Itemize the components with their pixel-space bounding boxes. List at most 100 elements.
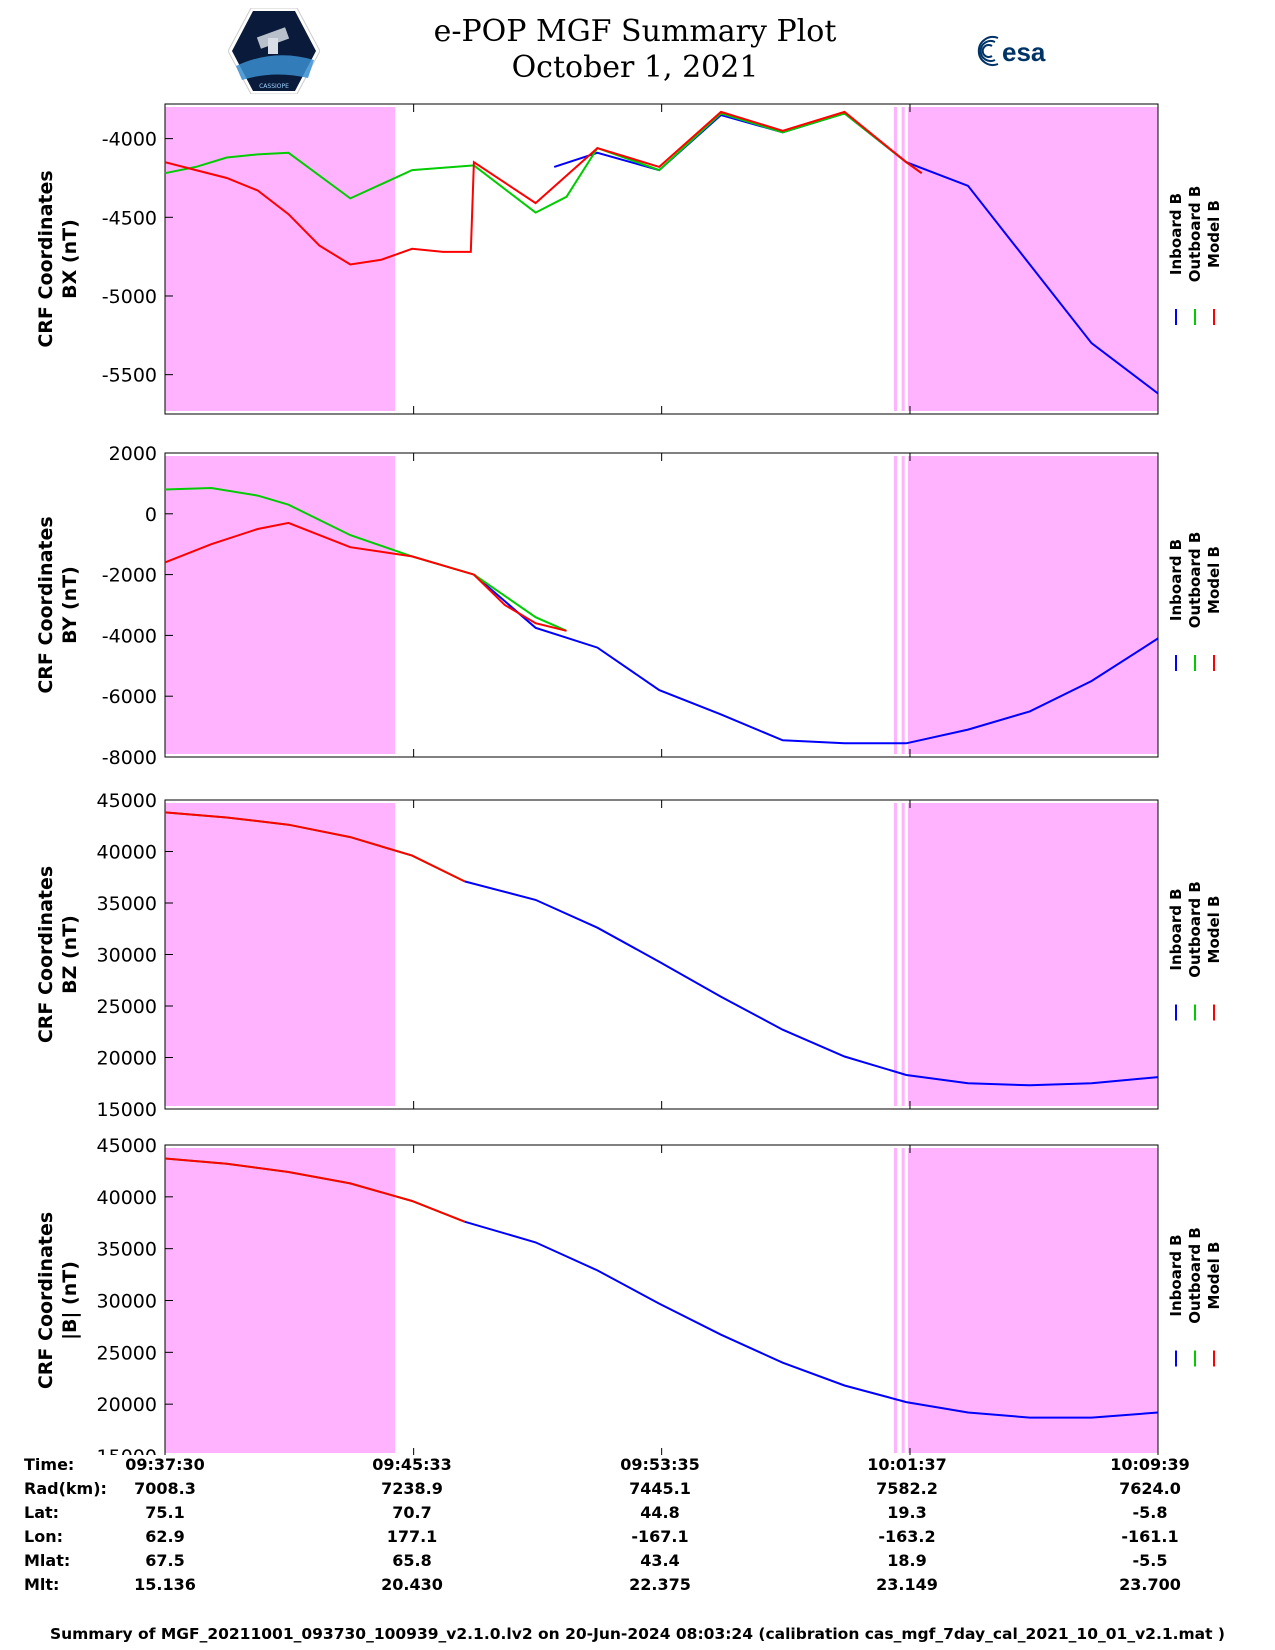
bmag-y-tick-label-6: 15000: [97, 1446, 157, 1455]
bz-y-tick-label-3: 30000: [97, 945, 157, 967]
by-y-tick-label-1: 0: [145, 504, 157, 526]
bmag-legend-label-0: Inboard B: [1167, 1234, 1185, 1316]
info-cell: 23.700: [1119, 1575, 1181, 1594]
bz-shaded-region-1: [893, 803, 898, 1106]
info-cell: 70.7: [392, 1503, 432, 1522]
info-cell: 23.149: [876, 1575, 938, 1594]
info-cell: 22.375: [629, 1575, 691, 1594]
bmag-y-tick-label-2: 35000: [97, 1239, 157, 1261]
bmag-shaded-region-3: [907, 1148, 1158, 1453]
info-cell: 43.4: [640, 1551, 680, 1570]
bz-y-tick-label-5: 20000: [97, 1048, 157, 1070]
info-cell: 7008.3: [134, 1479, 196, 1498]
bz-y-tick-label-2: 35000: [97, 893, 157, 915]
info-cell: 44.8: [640, 1503, 680, 1522]
bmag-series-model-b: [164, 1157, 465, 1223]
title-line-2: October 1, 2021: [511, 50, 759, 85]
bmag-shaded-region-0: [165, 1148, 396, 1453]
by-y-tick-label-5: -8000: [102, 747, 157, 769]
by-y-tick-label-0: 2000: [109, 443, 157, 465]
bmag-legend-label-2: Model B: [1205, 1242, 1223, 1310]
info-cell: 62.9: [145, 1527, 185, 1546]
by-y-tick-label-4: -6000: [102, 686, 157, 708]
row-label-lon: Lon:: [24, 1527, 63, 1546]
bmag-legend-label-1: Outboard B: [1186, 1227, 1204, 1324]
bmag-y-tick-label-1: 40000: [97, 1187, 157, 1209]
cassiope-logo: CASSIOPE: [228, 8, 320, 94]
info-cell: -5.5: [1132, 1551, 1168, 1570]
bz-series-inboard-b: [464, 880, 1159, 1087]
row-label-mlat: Mlat:: [24, 1551, 71, 1570]
bz-series-model-b: [164, 811, 466, 883]
info-cell: 09:45:33: [372, 1455, 452, 1474]
info-cell: 75.1: [145, 1503, 185, 1522]
info-cell: 67.5: [145, 1551, 185, 1570]
bz-y-axis-label-0: CRF Coordinates: [35, 866, 57, 1043]
title-line-1: e-POP MGF Summary Plot: [433, 14, 837, 49]
by-shaded-region-2: [901, 456, 905, 754]
bmag-y-tick-label-4: 25000: [97, 1342, 157, 1364]
bmag-y-tick-label-5: 20000: [97, 1394, 157, 1416]
info-cell: 10:09:39: [1110, 1455, 1190, 1474]
bz-shaded-region-3: [907, 803, 1158, 1106]
bx-y-tick-label-2: -5000: [102, 286, 157, 308]
bx-shaded-region-2: [901, 107, 905, 411]
bz-y-tick-label-4: 25000: [97, 996, 157, 1018]
bmag-shaded-region-2: [901, 1148, 905, 1453]
bmag-shaded-region-1: [893, 1148, 898, 1453]
bx-y-tick-label-1: -4500: [102, 207, 157, 229]
info-cell: -163.2: [878, 1527, 936, 1546]
bz-y-tick-label-6: 15000: [97, 1099, 157, 1121]
info-cell: 7238.9: [381, 1479, 443, 1498]
info-cell: 19.3: [887, 1503, 927, 1522]
by-panel: 2000 0 -2000 -4000 -6000 -8000 CRF Coordinates…: [35, 443, 1223, 769]
bx-panel: -4000 -4500 -5000 -5500 CRF Coordinates BX (n…: [35, 103, 1223, 415]
by-series-inboard-b: [473, 573, 1159, 745]
bz-legend-label-0: Inboard B: [1167, 888, 1185, 970]
info-cell: -167.1: [631, 1527, 689, 1546]
info-cell: 7445.1: [629, 1479, 691, 1498]
cassiope-logo-text: CASSIOPE: [259, 83, 289, 90]
bx-y-axis-label-1: BX (nT): [59, 219, 81, 299]
info-cell: 65.8: [392, 1551, 432, 1570]
bx-y-axis-label-0: CRF Coordinates: [35, 170, 57, 347]
esa-logo-text: esa: [1002, 37, 1046, 67]
bz-y-tick-label-0: 45000: [97, 790, 157, 812]
by-legend-label-1: Outboard B: [1186, 532, 1204, 629]
bx-legend-label-2: Model B: [1205, 200, 1223, 268]
by-series-outboard-b: [164, 486, 567, 632]
bmag-y-tick-label-3: 30000: [97, 1291, 157, 1313]
esa-logo: esa: [977, 36, 1046, 67]
info-cell: 7624.0: [1119, 1479, 1181, 1498]
row-label-time: Time:: [24, 1455, 75, 1474]
footer-caption: Summary of MGF_20211001_093730_100939_v2…: [49, 1625, 1226, 1643]
by-legend-label-2: Model B: [1205, 546, 1223, 614]
info-cell: -5.8: [1132, 1503, 1168, 1522]
bmag-y-axis-label-0: CRF Coordinates: [35, 1212, 57, 1389]
bx-legend-label-0: Inboard B: [1167, 193, 1185, 275]
row-label-lat: Lat:: [24, 1503, 60, 1522]
by-series-model-b: [164, 521, 567, 632]
info-cell: 10:01:37: [867, 1455, 947, 1474]
info-cell: 18.9: [887, 1551, 927, 1570]
by-shaded-region-1: [893, 456, 898, 754]
bx-legend-label-1: Outboard B: [1186, 186, 1204, 283]
bx-shaded-region-1: [893, 107, 898, 411]
bmag-panel: 45000 40000 35000 30000 25000 20000 15000 CRF C…: [35, 1135, 1223, 1455]
info-cell: 09:37:30: [125, 1455, 205, 1474]
bz-panel: 45000 40000 35000 30000 25000 20000 15000 CRF C…: [35, 790, 1223, 1121]
row-label-mlt: Mlt:: [24, 1575, 60, 1594]
bx-series-outboard-b: [164, 112, 923, 214]
info-cell: 20.430: [381, 1575, 443, 1594]
bz-y-tick-label-1: 40000: [97, 842, 157, 864]
by-y-axis-label-0: CRF Coordinates: [35, 516, 57, 693]
by-legend-label-0: Inboard B: [1167, 539, 1185, 621]
bz-legend-label-1: Outboard B: [1186, 881, 1204, 978]
info-cell: 177.1: [386, 1527, 438, 1546]
bx-series-model-b: [164, 110, 923, 266]
bz-y-axis-label-1: BZ (nT): [59, 915, 81, 994]
info-cell: -161.1: [1121, 1527, 1179, 1546]
orbit-info-table: Time: Rad(km): Lat: Lon: Mlat: Mlt: 09:3…: [0, 1455, 1275, 1625]
info-cell: 7582.2: [876, 1479, 938, 1498]
